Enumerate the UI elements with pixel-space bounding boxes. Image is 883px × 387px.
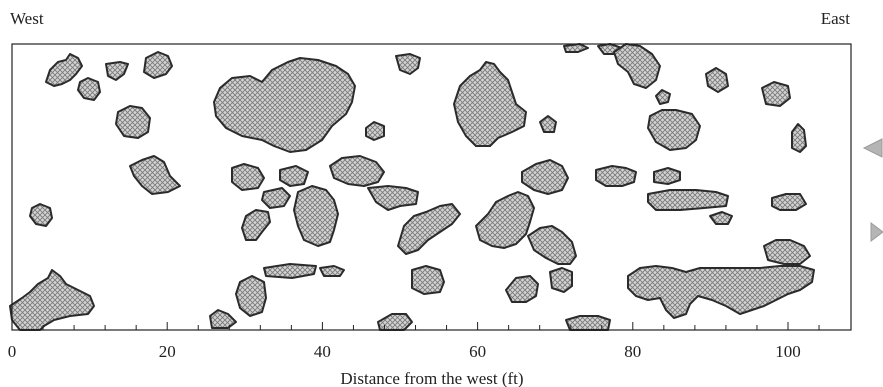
patch xyxy=(293,185,339,247)
patch xyxy=(791,123,807,153)
patch xyxy=(647,189,729,211)
patch xyxy=(319,265,345,277)
patch xyxy=(761,81,791,107)
patch xyxy=(77,77,101,101)
patch xyxy=(29,203,53,227)
patch xyxy=(565,315,611,331)
patch xyxy=(411,265,445,295)
patch xyxy=(263,263,317,279)
patch xyxy=(655,89,671,105)
patch xyxy=(377,313,413,331)
patch xyxy=(763,239,811,265)
west-label: West xyxy=(10,9,44,28)
tick-label: 100 xyxy=(775,342,801,361)
patch xyxy=(709,211,733,225)
patch xyxy=(475,191,535,249)
patch xyxy=(595,165,637,187)
patch-layer xyxy=(9,43,815,331)
patch xyxy=(505,275,539,303)
tick-label: 80 xyxy=(624,342,641,361)
tick-label: 40 xyxy=(314,342,331,361)
patch xyxy=(367,185,419,211)
patch xyxy=(143,51,173,79)
patch xyxy=(209,309,237,329)
patch xyxy=(527,225,577,265)
patch xyxy=(627,265,815,319)
patch xyxy=(705,67,729,93)
patch xyxy=(45,53,83,87)
patch xyxy=(129,155,181,195)
tick-label: 60 xyxy=(469,342,486,361)
patch xyxy=(771,193,807,211)
patch xyxy=(521,159,569,195)
patch xyxy=(563,43,589,53)
patch xyxy=(213,57,356,153)
patch xyxy=(453,61,527,147)
patch xyxy=(235,275,267,317)
triangle-right-icon[interactable] xyxy=(870,222,883,242)
x-axis: 0 20 40 60 80 100 xyxy=(8,322,820,361)
patch xyxy=(105,61,129,81)
patch xyxy=(115,105,151,139)
patch xyxy=(539,115,557,133)
patch xyxy=(397,203,461,255)
patch xyxy=(231,163,265,191)
patch xyxy=(329,155,385,187)
frame xyxy=(11,43,852,331)
patch xyxy=(653,167,681,185)
patch xyxy=(9,269,95,331)
patch xyxy=(279,165,309,187)
patch xyxy=(241,209,271,241)
patch xyxy=(613,43,661,89)
tick-label: 20 xyxy=(159,342,176,361)
east-label: East xyxy=(820,9,850,28)
x-axis-title: Distance from the west (ft) xyxy=(340,369,523,387)
patch xyxy=(395,53,421,75)
patch xyxy=(365,121,385,141)
patch xyxy=(261,187,291,209)
triangle-left-icon[interactable] xyxy=(862,137,883,159)
patch xyxy=(549,267,573,293)
patch xyxy=(647,109,701,151)
tick-label: 0 xyxy=(8,342,17,361)
